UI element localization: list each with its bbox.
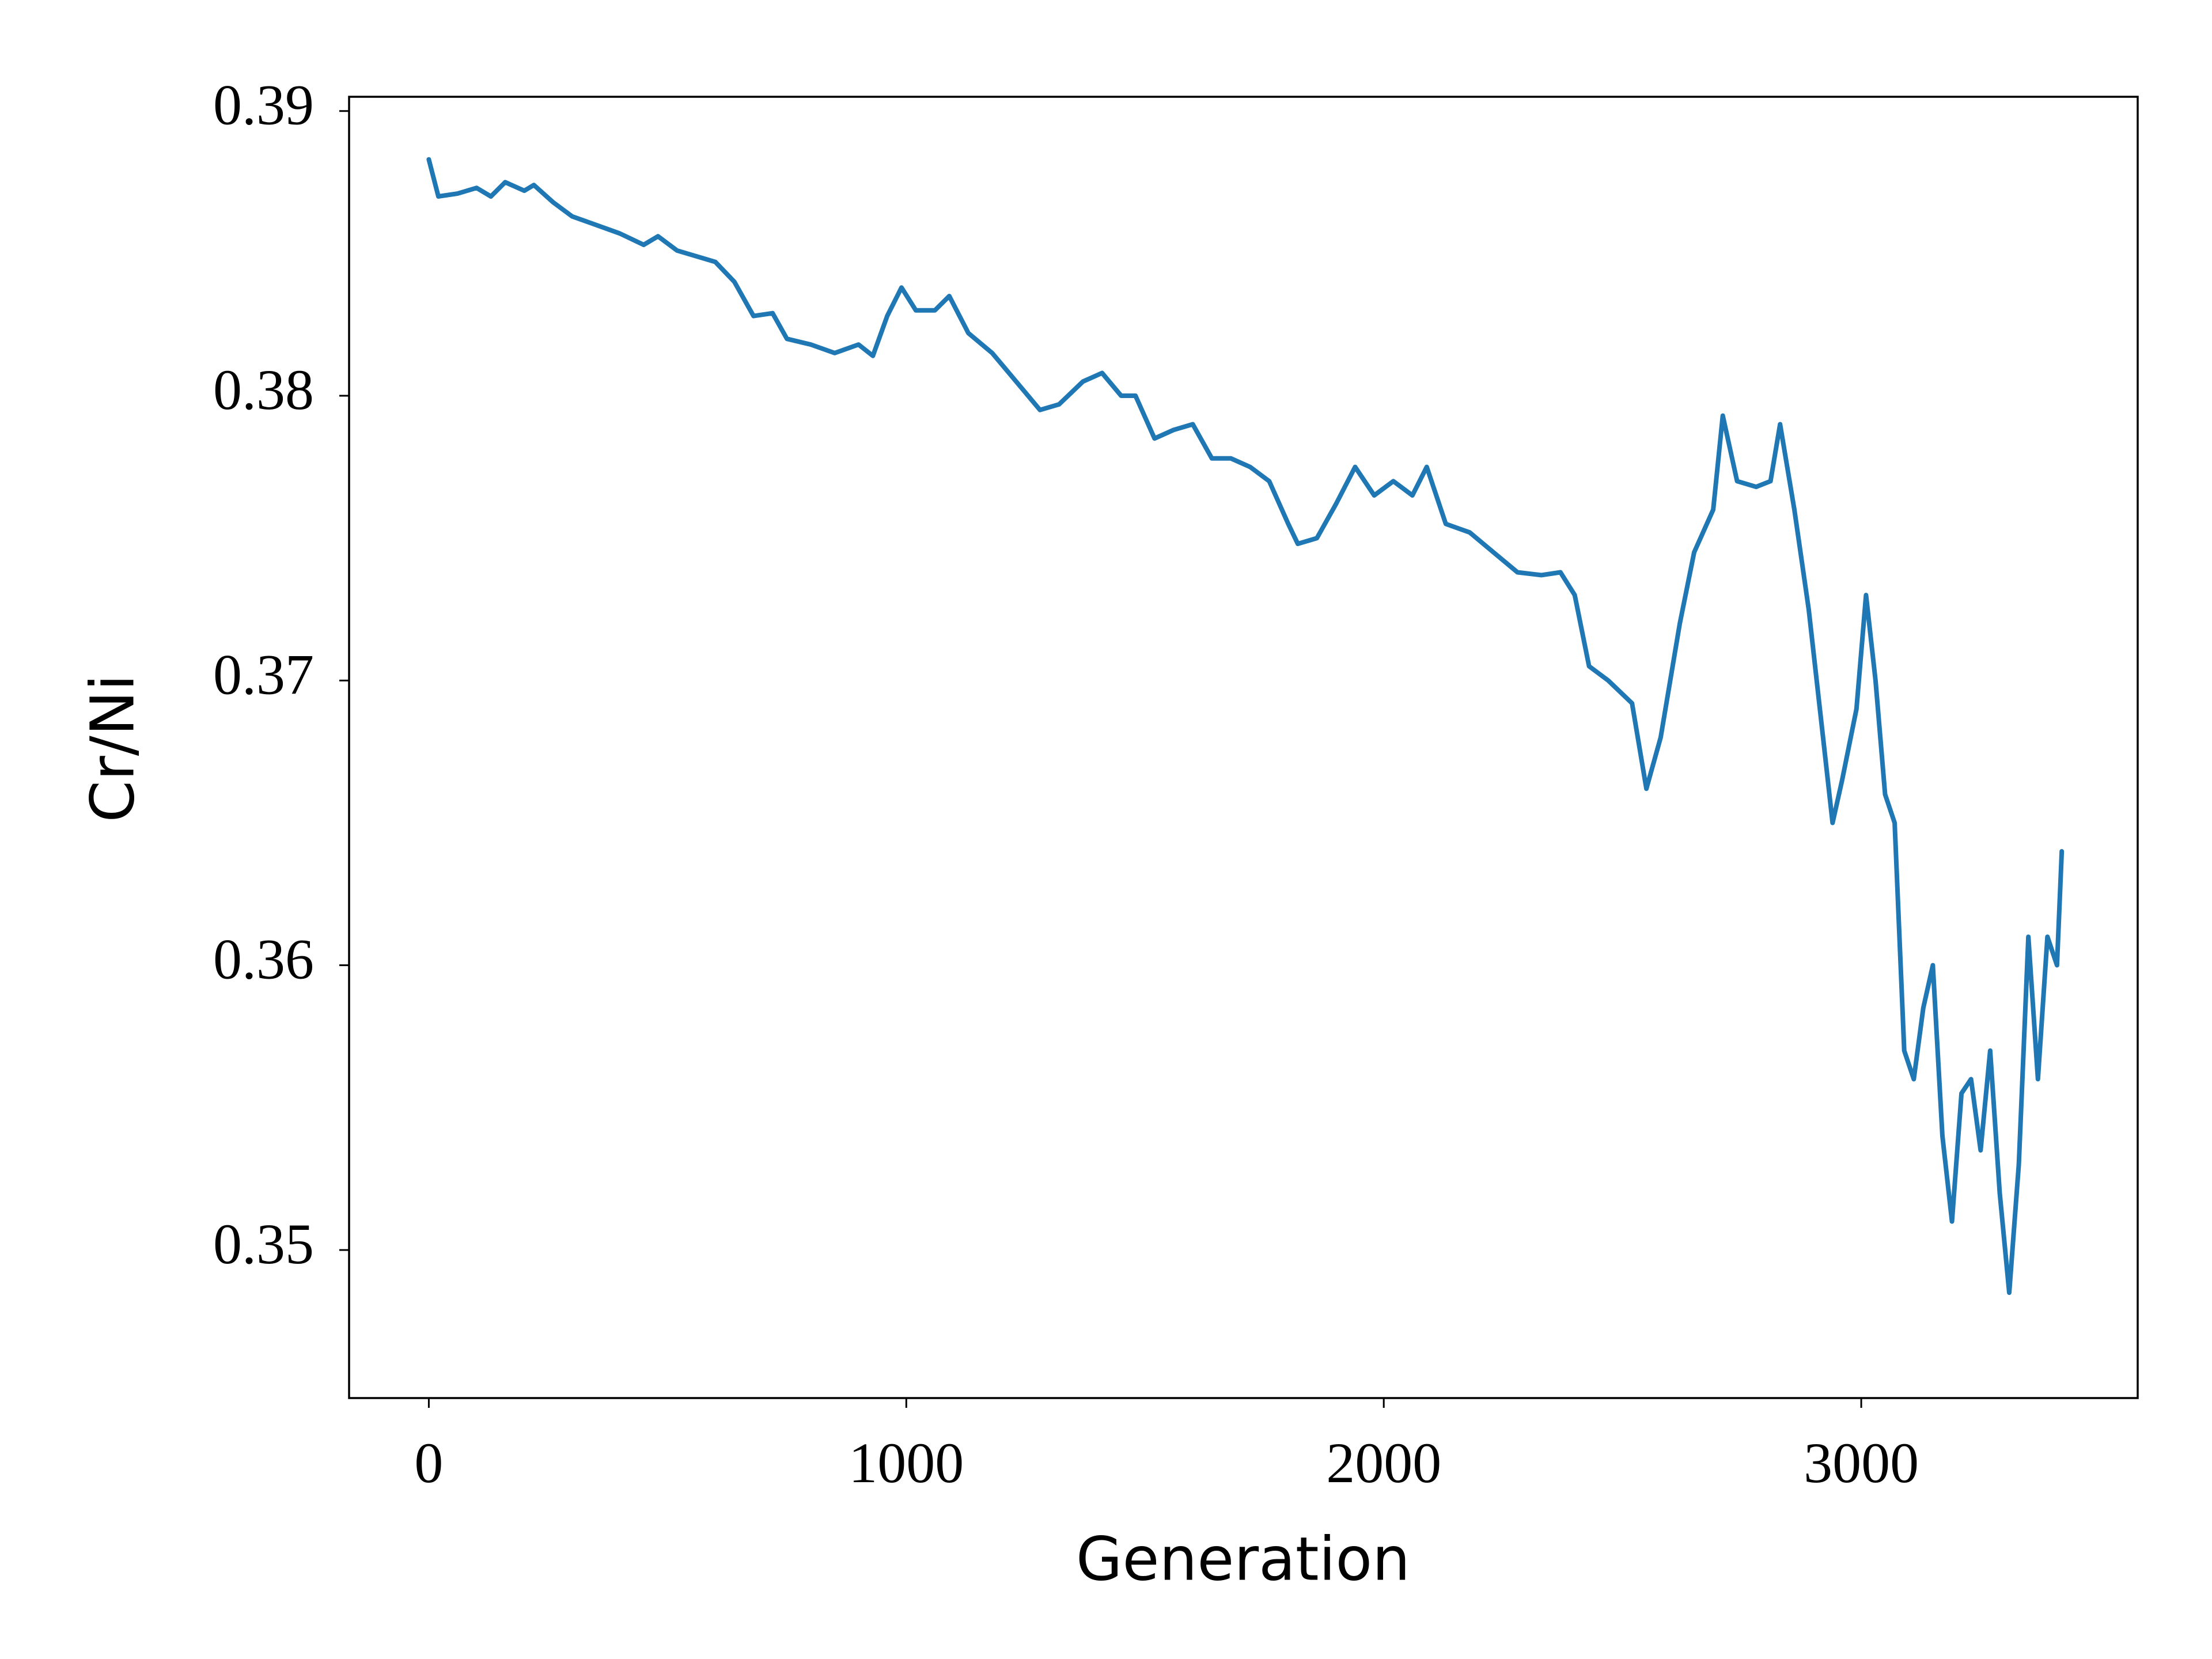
x-tick-label: 3000 — [1804, 1431, 1919, 1495]
y-tick-label: 0.36 — [213, 927, 314, 991]
y-tick-label: 0.35 — [213, 1212, 314, 1276]
y-tick-label: 0.39 — [213, 73, 314, 137]
data-line — [426, 157, 2065, 1296]
y-tick-label: 0.37 — [213, 642, 314, 706]
x-tick-label: 0 — [414, 1431, 443, 1495]
y-axis-label: Cr/Ni — [77, 674, 147, 822]
x-tick-label: 1000 — [849, 1431, 964, 1495]
y-tick-label: 0.38 — [213, 358, 314, 422]
plot-frame — [348, 96, 2139, 1399]
x-axis-label: Generation — [1076, 1524, 1410, 1594]
x-tick-label: 2000 — [1326, 1431, 1441, 1495]
